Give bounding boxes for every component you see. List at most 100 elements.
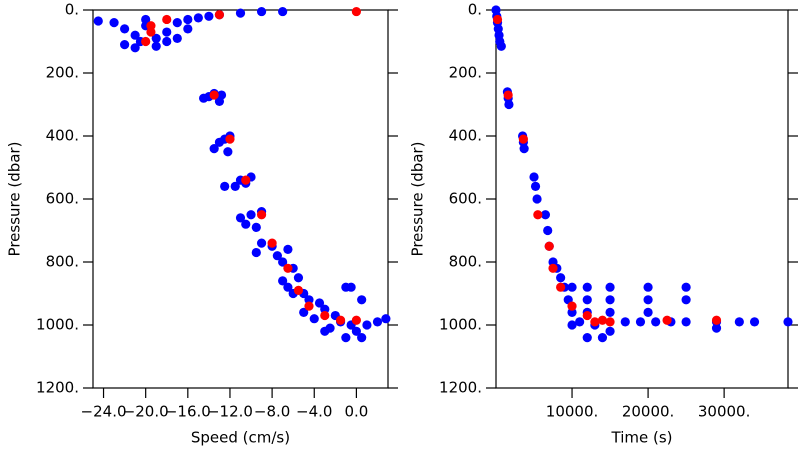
x-tick-label: 20000. — [622, 403, 675, 421]
data-point — [519, 144, 529, 154]
data-point — [120, 40, 130, 50]
data-point — [492, 14, 503, 25]
data-point — [503, 90, 513, 100]
data-point — [204, 11, 214, 21]
data-point — [225, 134, 235, 144]
data-point — [320, 304, 330, 314]
data-point — [543, 225, 553, 236]
data-point — [193, 13, 203, 23]
data-point — [130, 43, 140, 53]
panel: 0. 200. 400. 600. 800. 1000. 1200. 10000. 20000.… — [409, 1, 798, 447]
data-point — [256, 6, 267, 17]
data-point — [711, 315, 722, 325]
data-point — [267, 238, 277, 248]
x-axis-label: Speed (cm/s) — [191, 429, 290, 447]
data-point — [681, 317, 691, 327]
data-point — [567, 307, 577, 317]
data-point — [597, 315, 608, 325]
y-tick-label: 800. — [46, 253, 79, 271]
data-point — [256, 238, 267, 248]
data-point — [146, 21, 156, 31]
y-tick-label: 0. — [468, 1, 482, 19]
y-tick-label: 200. — [46, 64, 79, 82]
data-point — [496, 41, 506, 51]
data-point — [183, 14, 193, 25]
data-point — [341, 282, 351, 292]
data-point — [351, 6, 361, 17]
data-point — [256, 210, 267, 220]
data-point — [605, 282, 615, 292]
x-tick-label: −4.0 — [296, 403, 332, 421]
data-point — [151, 33, 161, 43]
data-point — [351, 326, 361, 336]
data-point — [220, 181, 230, 191]
data-point — [544, 241, 554, 251]
x-tick-label: 0.0 — [344, 403, 368, 421]
data-point — [283, 282, 293, 292]
y-tick-label: 1000. — [36, 316, 79, 334]
data-point — [567, 282, 577, 292]
data-point — [783, 317, 793, 327]
data-point — [381, 314, 391, 324]
data-point — [172, 18, 182, 28]
data-point — [304, 295, 314, 305]
data-point — [314, 298, 325, 308]
data-point — [540, 210, 551, 220]
data-point — [357, 333, 367, 343]
data-point — [209, 144, 219, 154]
data-point — [597, 333, 608, 343]
data-point — [335, 315, 346, 325]
data-point — [162, 36, 172, 47]
data-point — [141, 36, 151, 47]
data-point — [151, 41, 161, 51]
data-point — [530, 181, 541, 191]
data-point — [251, 247, 261, 258]
data-point — [320, 310, 330, 321]
data-point — [749, 317, 760, 327]
data-point — [582, 295, 592, 305]
data-point — [532, 194, 542, 204]
data-point — [643, 307, 653, 317]
y-tick-label: 800. — [449, 253, 482, 271]
y-tick-label: 600. — [449, 190, 482, 208]
data-point — [162, 14, 172, 25]
data-point — [299, 307, 309, 317]
panel: 0.200.400.600.800.1000.1200.−24.0−20.0−1… — [6, 1, 398, 447]
y-tick-label: 400. — [449, 127, 482, 145]
data-point — [590, 317, 600, 327]
data-point — [548, 263, 558, 273]
data-point — [711, 323, 722, 333]
data-point — [582, 282, 592, 292]
data-point — [567, 320, 577, 330]
data-point — [214, 10, 225, 20]
y-tick-label: 400. — [46, 127, 79, 145]
data-point — [605, 307, 615, 317]
data-point — [146, 27, 156, 37]
y-tick-label: 1200. — [439, 379, 482, 397]
data-point — [372, 317, 383, 327]
y-tick-label: 1000. — [439, 316, 482, 334]
data-point — [223, 147, 233, 157]
data-point — [214, 96, 225, 106]
data-point — [230, 181, 240, 191]
data-point — [556, 273, 566, 283]
data-point — [575, 317, 585, 327]
data-point — [293, 285, 304, 295]
data-point — [272, 251, 282, 261]
data-point — [320, 326, 330, 336]
data-point — [304, 301, 314, 311]
plot-frame — [92, 9, 389, 389]
data-point — [293, 273, 304, 283]
data-point — [504, 99, 514, 110]
x-tick-label: −20.0 — [123, 403, 169, 421]
x-tick-label: −16.0 — [165, 403, 211, 421]
data-point — [235, 8, 246, 18]
data-point — [162, 27, 172, 37]
data-point — [605, 317, 615, 327]
x-tick-label: 10000. — [546, 403, 599, 421]
data-point — [620, 317, 630, 327]
data-point — [241, 175, 251, 185]
data-point — [209, 90, 219, 100]
y-tick-label: 200. — [449, 64, 482, 82]
data-point — [643, 295, 653, 305]
